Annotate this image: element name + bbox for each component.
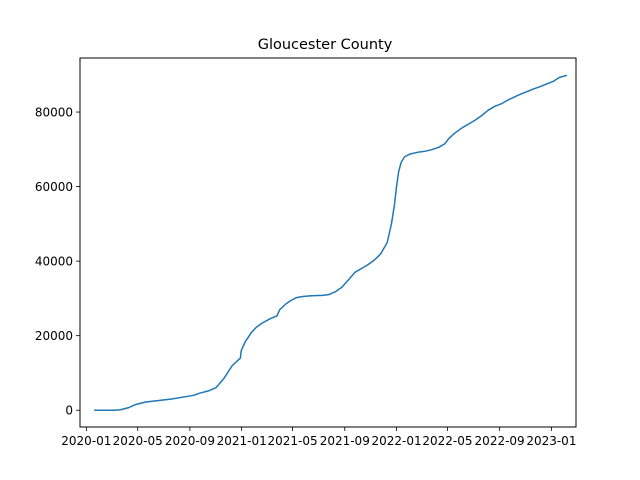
x-tick-label: 2022-09 <box>475 434 525 448</box>
x-tick-label: 2020-05 <box>113 434 163 448</box>
y-tick-label: 20000 <box>35 329 73 343</box>
x-tick-label: 2021-05 <box>268 434 318 448</box>
y-tick-label: 0 <box>65 404 73 418</box>
y-tick-label: 60000 <box>35 180 73 194</box>
x-tick-label: 2021-01 <box>217 434 267 448</box>
plot-frame <box>79 57 577 428</box>
x-tick-label: 2020-09 <box>165 434 215 448</box>
series-line-0 <box>94 74 568 411</box>
x-axis: 2020-01 2020-05 2020-09 2021-01 2021-05 2021-… <box>61 427 576 448</box>
y-axis: 0 20000 40000 60000 80000 <box>35 106 80 418</box>
x-tick-label: 2020-01 <box>61 434 111 448</box>
chart-title: Gloucester County <box>258 37 393 53</box>
y-tick-label: 80000 <box>35 106 73 120</box>
x-tick-label: 2022-01 <box>371 434 421 448</box>
x-tick-label: 2023-01 <box>526 434 576 448</box>
y-tick-label: 40000 <box>35 255 73 269</box>
plot-area <box>94 74 568 411</box>
x-tick-label: 2022-05 <box>422 434 472 448</box>
x-tick-label: 2021-09 <box>320 434 370 448</box>
